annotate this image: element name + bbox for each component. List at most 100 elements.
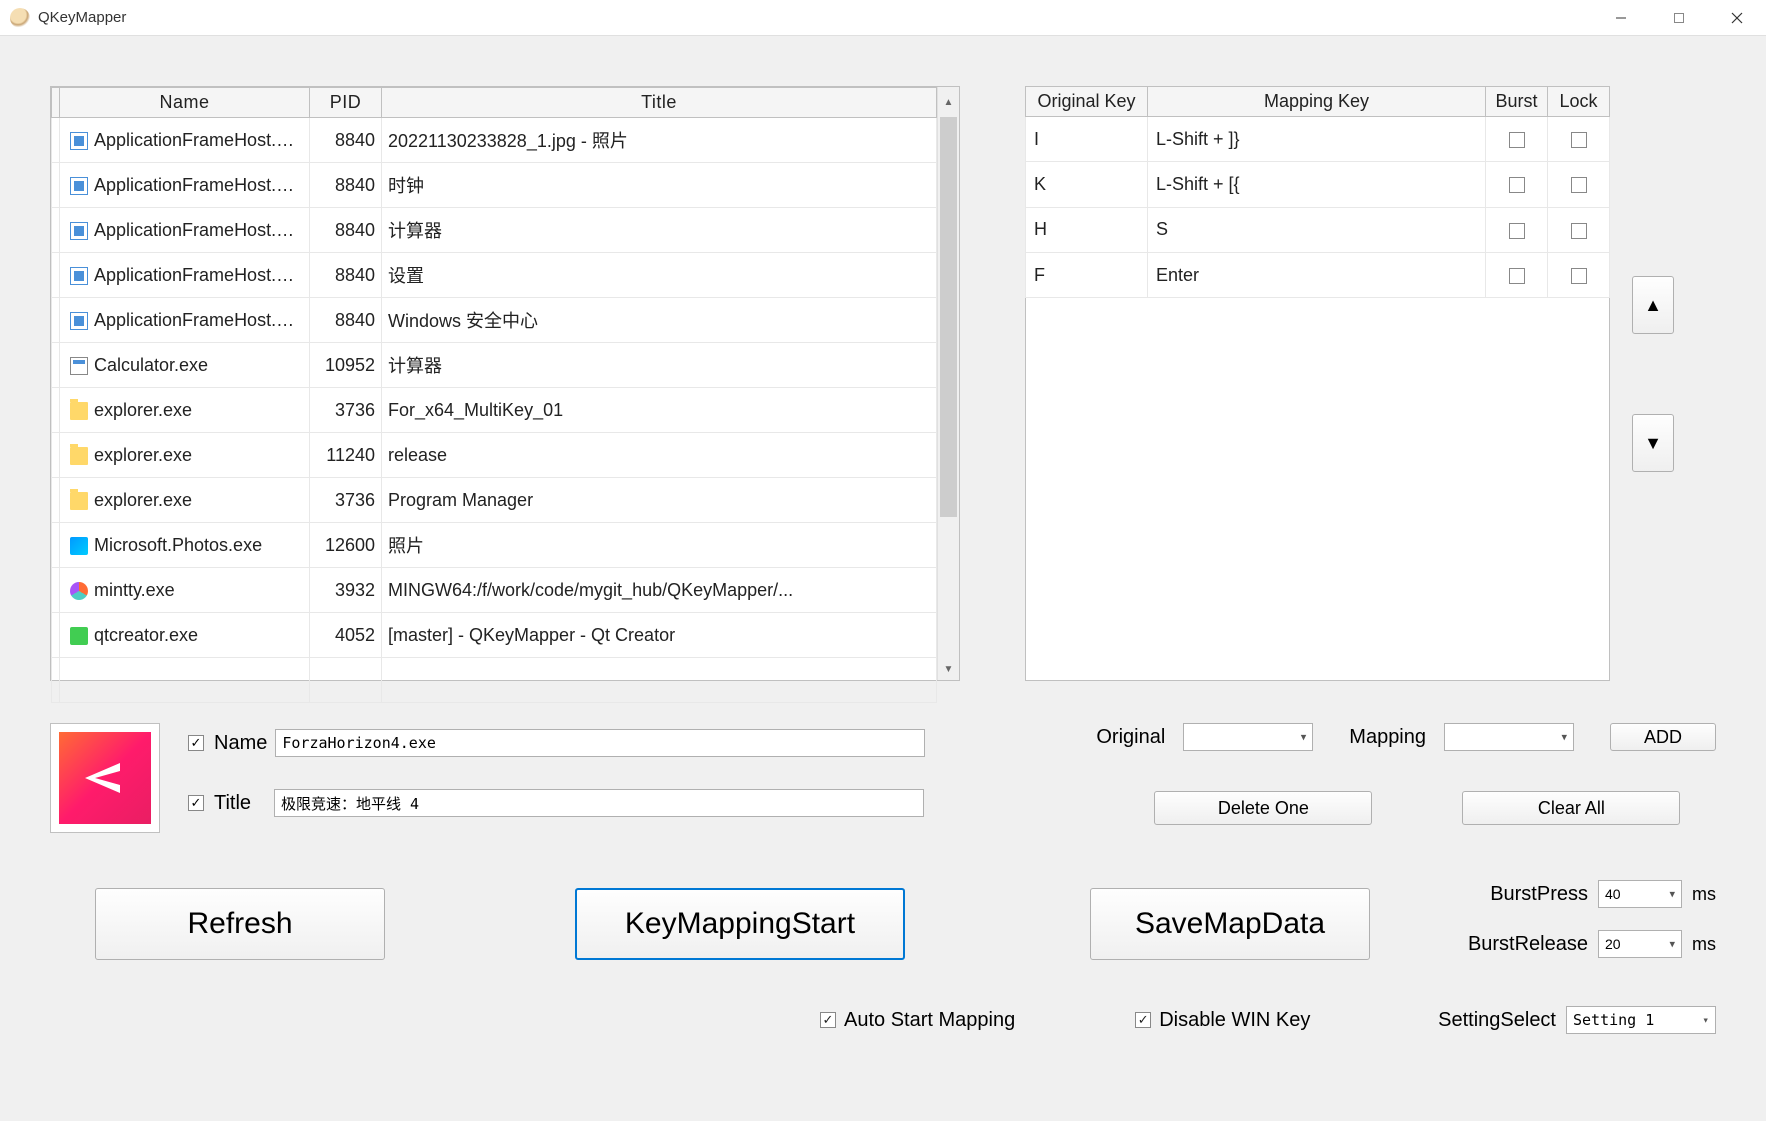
mapping-key-cell: L-Shift + [{ [1148, 162, 1486, 207]
header-title[interactable]: Title [382, 88, 937, 118]
table-row[interactable]: ApplicationFrameHost.exe8840202211302338… [52, 118, 937, 163]
maximize-icon [1673, 12, 1685, 24]
process-table[interactable]: Name PID Title ApplicationFrameHost.exe8… [51, 87, 937, 703]
lock-checkbox[interactable] [1571, 132, 1587, 148]
process-pid: 4052 [310, 613, 382, 658]
header-lock[interactable]: Lock [1548, 87, 1610, 117]
header-original-key[interactable]: Original Key [1026, 87, 1148, 117]
process-icon [70, 267, 88, 285]
bottom-row: Refresh KeyMappingStart SaveMapData Burs… [50, 888, 1716, 960]
move-down-button[interactable]: ▼ [1632, 414, 1674, 472]
mapping-label: Mapping [1349, 726, 1426, 749]
table-row[interactable]: ApplicationFrameHost.exe8840计算器 [52, 208, 937, 253]
disable-win-checkbox[interactable] [1135, 1012, 1151, 1028]
content-area: Name PID Title ApplicationFrameHost.exe8… [0, 36, 1766, 1121]
burst-press-combo[interactable]: 40 [1598, 880, 1682, 908]
setting-select-combo[interactable]: Setting 1 [1566, 1006, 1716, 1034]
clear-all-button[interactable]: Clear All [1462, 791, 1680, 825]
burst-release-ms: ms [1692, 934, 1716, 955]
refresh-button[interactable]: Refresh [95, 888, 385, 960]
name-input[interactable] [275, 729, 925, 757]
process-scrollbar[interactable]: ▲ ▼ [937, 87, 959, 680]
scroll-thumb[interactable] [940, 117, 957, 517]
table-row[interactable]: explorer.exe11240release [52, 433, 937, 478]
process-icon [70, 312, 88, 330]
mapping-key-cell: S [1148, 207, 1486, 252]
original-label: Original [1096, 726, 1165, 749]
name-checkbox[interactable]: ✓ [188, 735, 204, 751]
table-row[interactable]: Microsoft.Photos.exe12600照片 [52, 523, 937, 568]
middle-row: ✓ Name ✓ Title Original Mapping [50, 723, 1716, 833]
reorder-arrows: ▲ ▼ [1632, 86, 1674, 681]
process-name: ApplicationFrameHost.exe [94, 265, 305, 285]
add-button[interactable]: ADD [1610, 723, 1716, 751]
burst-release-combo[interactable]: 20 [1598, 930, 1682, 958]
burst-checkbox[interactable] [1509, 132, 1525, 148]
table-row[interactable]: qtcreator.exe4052[master] - QKeyMapper -… [52, 613, 937, 658]
title-checkbox[interactable]: ✓ [188, 795, 204, 811]
table-row[interactable]: ApplicationFrameHost.exe8840时钟 [52, 163, 937, 208]
original-key-combo[interactable] [1183, 723, 1313, 751]
process-name: ApplicationFrameHost.exe [94, 220, 305, 240]
window-controls [1592, 0, 1766, 36]
key-mapping-start-button[interactable]: KeyMappingStart [575, 888, 905, 960]
header-name[interactable]: Name [60, 88, 310, 118]
table-row[interactable]: explorer.exe3736For_x64_MultiKey_01 [52, 388, 937, 433]
app-icon [10, 8, 30, 28]
table-row[interactable]: ApplicationFrameHost.exe8840设置 [52, 253, 937, 298]
lock-cell [1548, 252, 1610, 297]
close-button[interactable] [1708, 0, 1766, 36]
title-input[interactable] [274, 789, 924, 817]
header-mapping-key[interactable]: Mapping Key [1148, 87, 1486, 117]
table-row[interactable] [52, 658, 937, 703]
table-row[interactable]: mintty.exe3932MINGW64:/f/work/code/mygit… [52, 568, 937, 613]
delete-one-button[interactable]: Delete One [1154, 791, 1372, 825]
lock-checkbox[interactable] [1571, 223, 1587, 239]
burst-release-label: BurstRelease [1468, 933, 1588, 956]
burst-checkbox[interactable] [1509, 268, 1525, 284]
process-name: explorer.exe [94, 490, 192, 510]
process-name-cell: ApplicationFrameHost.exe [60, 208, 310, 253]
name-label: Name [214, 732, 267, 755]
burst-press-label: BurstPress [1490, 883, 1588, 906]
process-pid: 11240 [310, 433, 382, 478]
table-row[interactable]: Calculator.exe10952计算器 [52, 343, 937, 388]
mapping-key-cell: Enter [1148, 252, 1486, 297]
minimize-button[interactable] [1592, 0, 1650, 36]
burst-release-row: BurstRelease 20 ms [1468, 930, 1716, 958]
process-name-cell: ApplicationFrameHost.exe [60, 118, 310, 163]
scroll-down-icon[interactable]: ▼ [938, 658, 959, 680]
process-title: 设置 [382, 253, 937, 298]
auto-start-label: Auto Start Mapping [844, 1009, 1015, 1032]
lock-checkbox[interactable] [1571, 268, 1587, 284]
original-key-cell: I [1026, 117, 1148, 162]
table-row[interactable]: HS [1026, 207, 1610, 252]
process-pid: 8840 [310, 118, 382, 163]
header-pid[interactable]: PID [310, 88, 382, 118]
header-burst[interactable]: Burst [1486, 87, 1548, 117]
table-row[interactable]: FEnter [1026, 252, 1610, 297]
process-title: release [382, 433, 937, 478]
save-map-data-button[interactable]: SaveMapData [1090, 888, 1370, 960]
process-title: 20221130233828_1.jpg - 照片 [382, 118, 937, 163]
lock-cell [1548, 207, 1610, 252]
process-icon [70, 222, 88, 240]
mapping-key-cell: L-Shift + ]} [1148, 117, 1486, 162]
move-up-button[interactable]: ▲ [1632, 276, 1674, 334]
mapping-key-combo[interactable] [1444, 723, 1574, 751]
lock-checkbox[interactable] [1571, 177, 1587, 193]
table-row[interactable]: explorer.exe3736Program Manager [52, 478, 937, 523]
burst-checkbox[interactable] [1509, 223, 1525, 239]
burst-press-row: BurstPress 40 ms [1490, 880, 1716, 908]
table-row[interactable]: IL-Shift + ]} [1026, 117, 1610, 162]
title-label: Title [214, 792, 266, 815]
maximize-button[interactable] [1650, 0, 1708, 36]
burst-checkbox[interactable] [1509, 177, 1525, 193]
table-row[interactable]: KL-Shift + [{ [1026, 162, 1610, 207]
footer-row: Auto Start Mapping Disable WIN Key Setti… [50, 1006, 1716, 1034]
mapping-table[interactable]: Original Key Mapping Key Burst Lock IL-S… [1025, 86, 1610, 681]
table-row[interactable]: ApplicationFrameHost.exe8840Windows 安全中心 [52, 298, 937, 343]
scroll-up-icon[interactable]: ▲ [938, 91, 959, 113]
auto-start-checkbox[interactable] [820, 1012, 836, 1028]
process-name: ApplicationFrameHost.exe [94, 310, 305, 330]
